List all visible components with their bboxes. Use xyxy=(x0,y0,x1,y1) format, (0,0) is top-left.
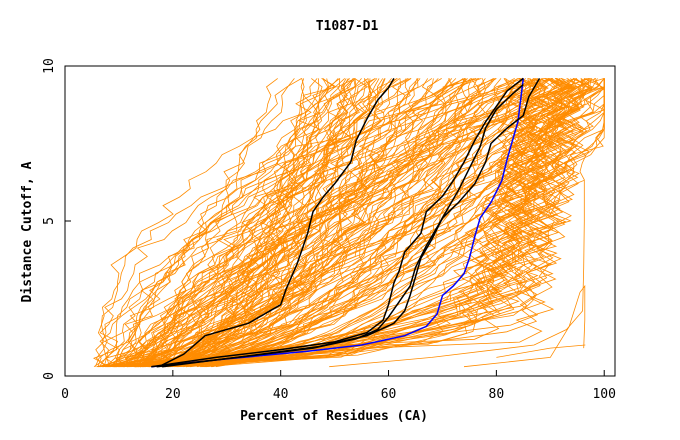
background-curve xyxy=(103,78,278,368)
background-curve xyxy=(135,78,534,368)
x-tick-label: 100 xyxy=(592,387,615,402)
background-curve xyxy=(134,78,605,368)
background-curve xyxy=(104,78,605,368)
series-line-selected xyxy=(151,78,525,368)
background-curve xyxy=(173,78,520,367)
background-curve xyxy=(144,78,453,368)
background-curve xyxy=(122,78,606,368)
background-curve xyxy=(176,78,538,368)
y-tick-label: 10 xyxy=(42,58,57,74)
x-tick-label: 60 xyxy=(381,387,397,402)
background-curve xyxy=(138,78,550,367)
background-curve xyxy=(329,180,585,368)
series-line-4 xyxy=(162,78,541,368)
background-curve xyxy=(109,78,585,368)
background-curve xyxy=(129,78,575,368)
background-curve xyxy=(210,78,570,368)
background-curve xyxy=(181,78,366,367)
background-curve xyxy=(161,78,529,368)
background-curve xyxy=(141,78,398,367)
background-curve xyxy=(140,78,605,368)
background-curve xyxy=(160,78,340,367)
background-curve xyxy=(143,78,434,368)
background-curve xyxy=(105,78,302,367)
series-line-1 xyxy=(161,78,395,366)
x-tick-label: 40 xyxy=(273,387,289,402)
background-curve xyxy=(463,284,586,368)
background-curve xyxy=(134,78,371,368)
x-tick-label: 80 xyxy=(489,387,505,402)
background-curve xyxy=(116,78,551,368)
background-curve xyxy=(147,78,473,368)
background-curve xyxy=(152,78,341,367)
background-curve xyxy=(177,78,576,368)
background-curve xyxy=(161,78,305,368)
background-curve xyxy=(115,78,535,368)
background-curve xyxy=(127,78,466,368)
background-curve xyxy=(496,344,586,358)
background-curve xyxy=(151,78,330,368)
background-curve xyxy=(140,78,605,368)
background-curve xyxy=(138,78,478,368)
x-tick-label: 0 xyxy=(61,387,69,402)
x-tick-label: 20 xyxy=(165,387,181,402)
background-curve xyxy=(167,78,575,368)
background-curve xyxy=(159,78,437,368)
background-curve xyxy=(138,78,546,368)
background-curve xyxy=(118,78,567,368)
axis-layer: 0 20 40 60 80 100 0 5 10 xyxy=(42,58,616,402)
background-curve xyxy=(138,78,356,368)
series-layer xyxy=(151,77,541,368)
background-curve xyxy=(178,78,439,368)
background-curve xyxy=(123,78,591,368)
background-curve xyxy=(133,78,561,367)
background-curve xyxy=(136,78,323,368)
background-curve xyxy=(102,78,510,368)
chart-title: T1087-D1 xyxy=(316,19,379,34)
background-curve xyxy=(113,78,511,368)
background-curve xyxy=(126,78,544,367)
background-curve xyxy=(95,78,369,367)
background-curve xyxy=(158,78,577,367)
background-curve xyxy=(94,78,552,367)
y-tick-label: 5 xyxy=(42,217,57,225)
background-curve xyxy=(99,78,597,368)
background-curve xyxy=(132,78,354,368)
background-curve xyxy=(156,78,378,368)
background-curve xyxy=(137,78,571,368)
background-curve xyxy=(104,78,354,368)
background-curve xyxy=(101,78,605,367)
background-curve xyxy=(122,78,466,368)
background-curve xyxy=(124,78,362,367)
background-curve xyxy=(204,78,542,368)
background-curve xyxy=(123,78,496,368)
background-curve xyxy=(98,78,339,368)
background-curve xyxy=(168,78,464,368)
y-tick-label: 0 xyxy=(42,372,57,380)
y-axis-label: Distance Cutoff, A xyxy=(20,161,35,302)
background-curve xyxy=(185,78,604,368)
background-curve xyxy=(108,78,561,368)
background-curve xyxy=(176,78,593,368)
background-curve xyxy=(211,78,577,368)
x-axis-label: Percent of Residues (CA) xyxy=(240,409,428,424)
background-curve xyxy=(98,78,295,367)
background-curve xyxy=(170,78,419,368)
background-curve xyxy=(183,78,574,368)
background-curve xyxy=(130,78,486,368)
background-curve xyxy=(95,78,546,367)
background-curve xyxy=(153,78,578,368)
background-curve xyxy=(134,78,454,368)
series-line-2 xyxy=(151,77,524,368)
background-curve xyxy=(126,78,592,368)
background-curve xyxy=(126,78,350,367)
